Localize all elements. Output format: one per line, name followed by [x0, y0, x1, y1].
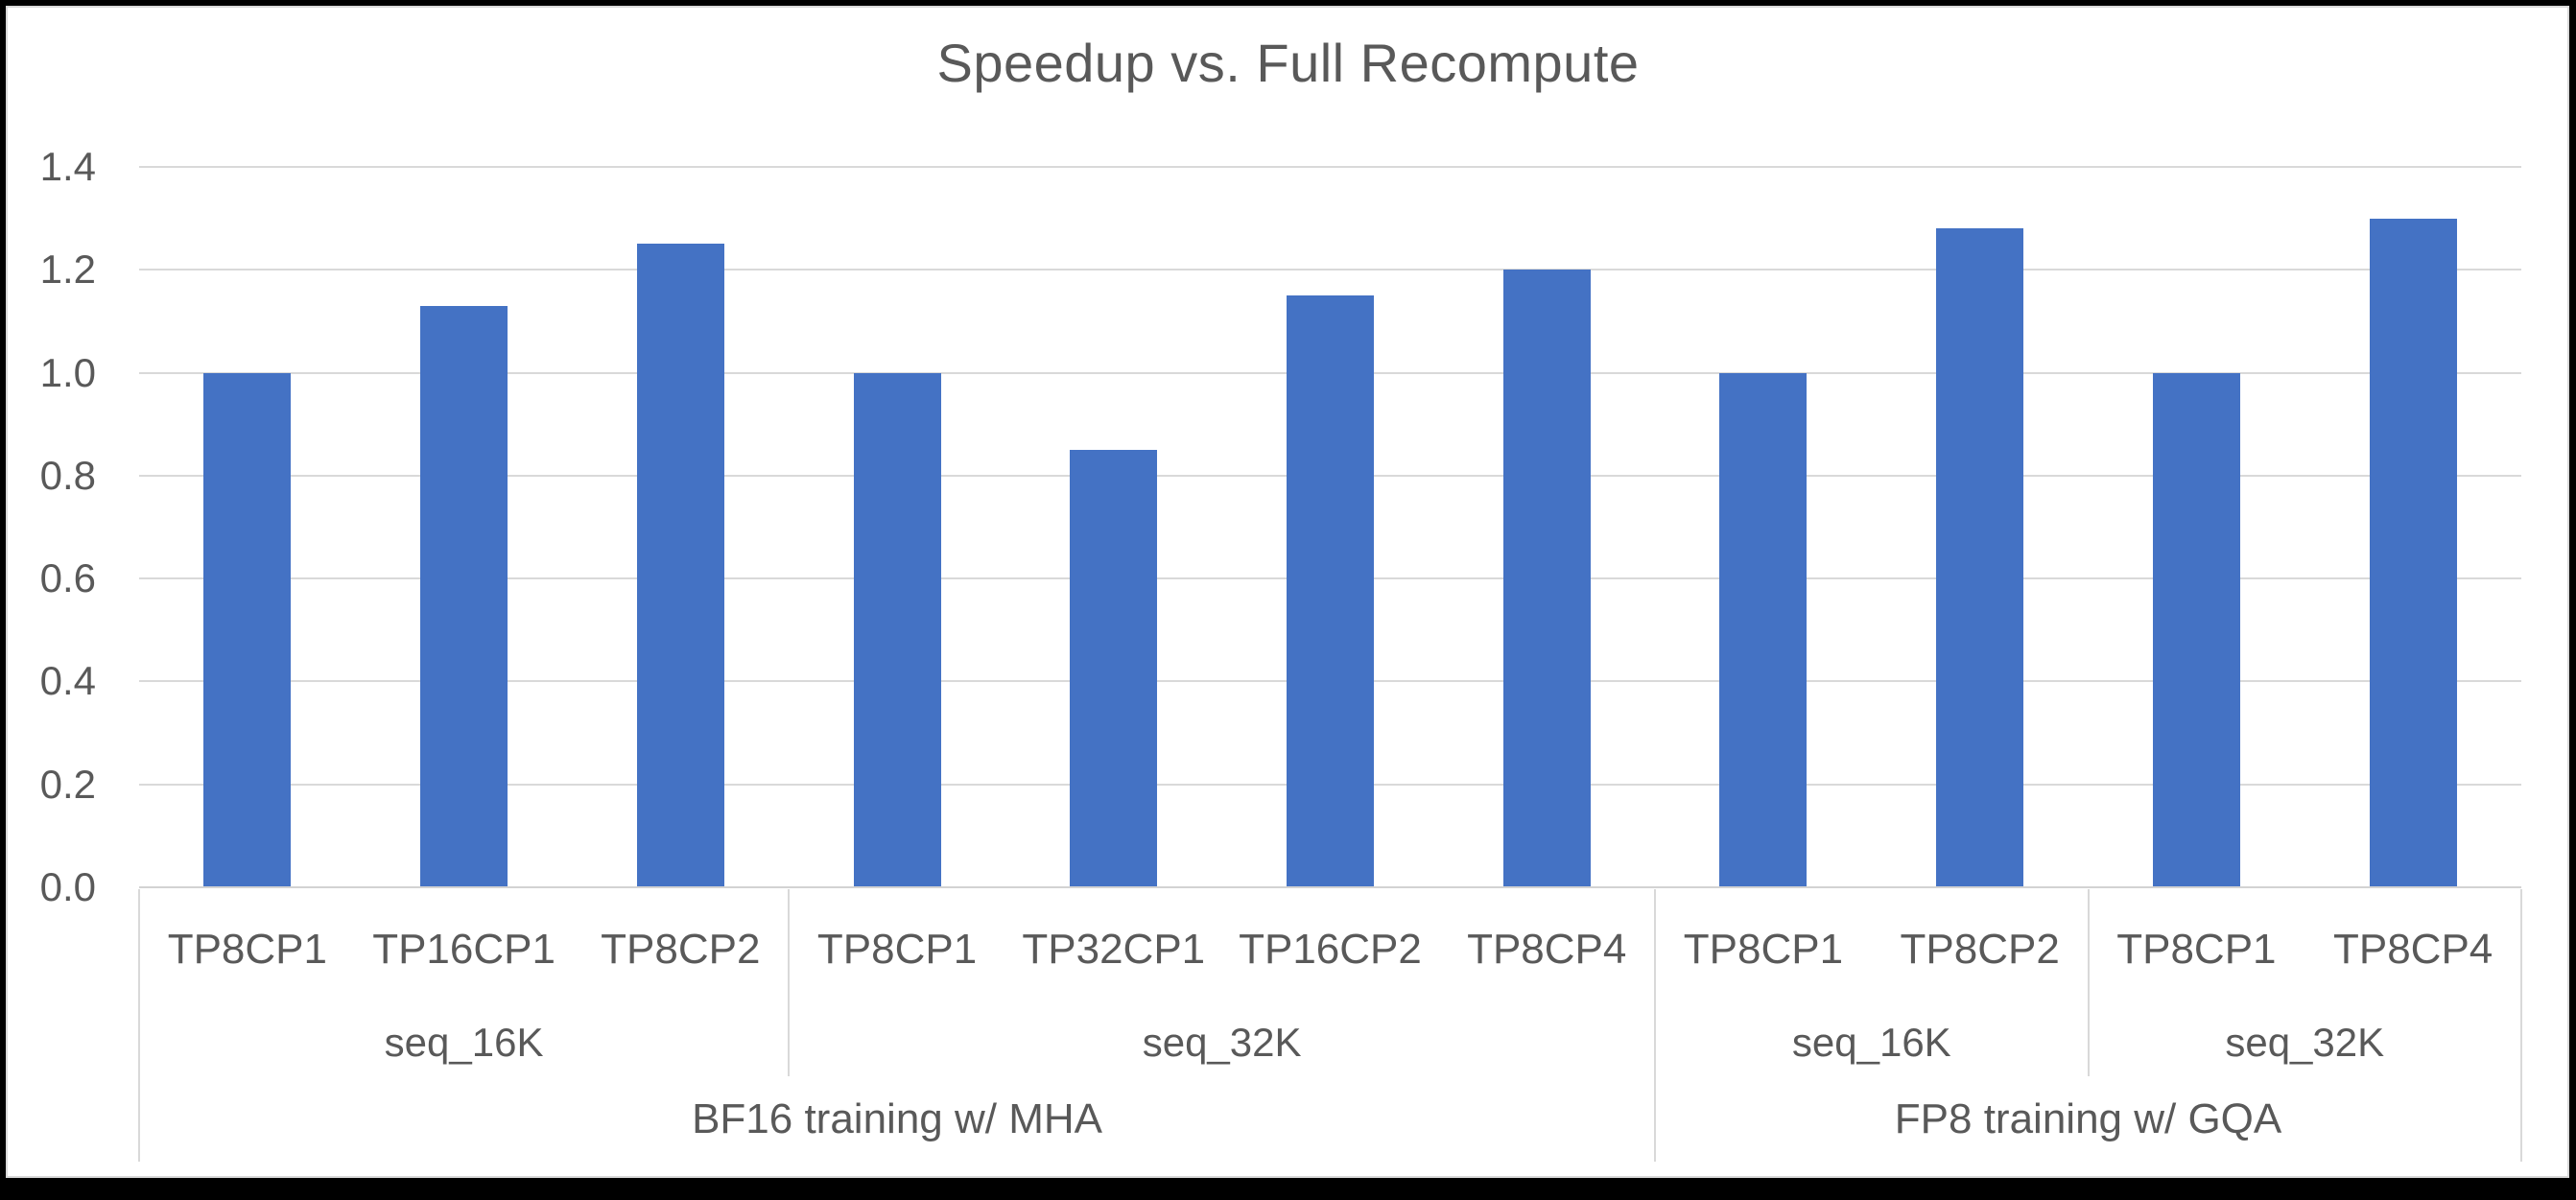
- x-axis-line: [139, 886, 2521, 888]
- category-tick-label: TP8CP2: [1900, 925, 2060, 973]
- category-tick-label: TP8CP1: [167, 925, 327, 973]
- bar: [636, 244, 724, 886]
- seq-group-label: seq_16K: [384, 1020, 544, 1065]
- category-tick-label: TP8CP1: [816, 925, 978, 973]
- training-group-separator: [1654, 889, 1657, 1162]
- seq-group-separator: [2087, 889, 2090, 1076]
- bar: [2152, 372, 2240, 886]
- seq-group-label: seq_32K: [2225, 1020, 2385, 1065]
- bar: [420, 305, 508, 886]
- bar: [1502, 270, 1591, 886]
- training-group-label: FP8 training w/ GQA: [1894, 1094, 2282, 1142]
- bar: [1719, 372, 1808, 886]
- axis-border-left: [138, 889, 140, 1162]
- category-tick-label: TP8CP1: [2116, 925, 2277, 973]
- axis-border-right: [2520, 889, 2522, 1162]
- y-axis-tick-label: 0.8: [39, 452, 96, 498]
- category-tick-label: TP16CP1: [372, 925, 555, 973]
- category-tick-label: TP8CP4: [2332, 925, 2493, 973]
- bar: [1936, 228, 2024, 886]
- y-axis-tick-label: 1.4: [39, 144, 96, 189]
- chart-title: Speedup vs. Full Recompute: [936, 33, 1640, 93]
- category-tick-label: TP8CP1: [1683, 925, 1844, 973]
- category-tick-label: TP8CP4: [1467, 925, 1627, 973]
- y-axis-tick-label: 0.0: [39, 864, 96, 909]
- bar: [1287, 295, 1374, 886]
- bar: [1070, 450, 1158, 886]
- seq-group-label: seq_32K: [1142, 1020, 1302, 1065]
- seq-group-separator: [788, 889, 791, 1076]
- training-group-label: BF16 training w/ MHA: [692, 1094, 1102, 1142]
- category-tick-label: TP16CP2: [1239, 925, 1422, 973]
- y-axis-tick-label: 0.6: [39, 555, 96, 601]
- category-tick-label: TP8CP2: [601, 925, 761, 973]
- y-axis-tick-label: 1.0: [39, 349, 96, 395]
- y-axis-tick-label: 0.2: [39, 761, 96, 807]
- y-axis-tick-label: 0.4: [39, 658, 96, 704]
- gridline: [139, 166, 2521, 168]
- bar: [853, 372, 941, 886]
- bar: [203, 372, 292, 886]
- y-axis-tick-label: 1.2: [39, 247, 96, 293]
- seq-group-label: seq_16K: [1791, 1020, 1951, 1065]
- gridline: [139, 269, 2521, 271]
- category-tick-label: TP32CP1: [1022, 925, 1206, 973]
- bar: [2369, 218, 2457, 886]
